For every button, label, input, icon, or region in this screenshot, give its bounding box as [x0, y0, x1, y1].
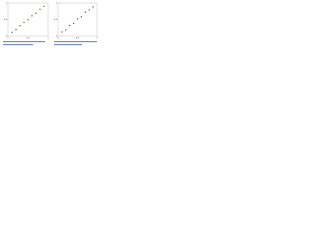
y-tick-label: 1	[6, 3, 8, 5]
point	[35, 12, 37, 14]
point	[88, 9, 90, 11]
caption-line	[54, 44, 82, 46]
point	[92, 6, 94, 8]
point	[69, 24, 71, 27]
point	[76, 18, 79, 20]
x-tick-label: 0	[7, 38, 9, 40]
x-tick-label: 0	[57, 38, 59, 40]
x-tick-label: 1	[47, 38, 49, 40]
y-tick-label: 0.5	[54, 19, 58, 21]
point	[19, 25, 21, 27]
x-tick-label: 0.5	[26, 38, 30, 40]
y-tick-label: 0	[6, 36, 8, 38]
x-tick-label: 0.5	[76, 38, 80, 40]
figure: 0 0.5 100.510 0.5 100.51	[3, 3, 98, 46]
point	[84, 11, 87, 13]
point	[80, 16, 83, 18]
y-tick-label: 0.5	[4, 19, 8, 21]
point	[72, 22, 75, 25]
point	[23, 21, 25, 24]
point	[27, 19, 29, 21]
point	[31, 15, 33, 17]
point	[11, 31, 13, 34]
x-tick-label: 1	[96, 38, 98, 40]
point	[61, 31, 63, 33]
y-tick-label: 1	[56, 3, 58, 5]
y-tick-label: 0	[56, 36, 58, 38]
caption-line	[3, 41, 45, 43]
caption-line	[3, 44, 33, 46]
point	[15, 29, 17, 31]
point	[39, 8, 41, 10]
caption-line	[54, 41, 97, 43]
point	[65, 29, 67, 31]
page: {"chart_data": [ {"type": "scatter", "x"…	[0, 0, 100, 51]
point	[43, 5, 45, 8]
